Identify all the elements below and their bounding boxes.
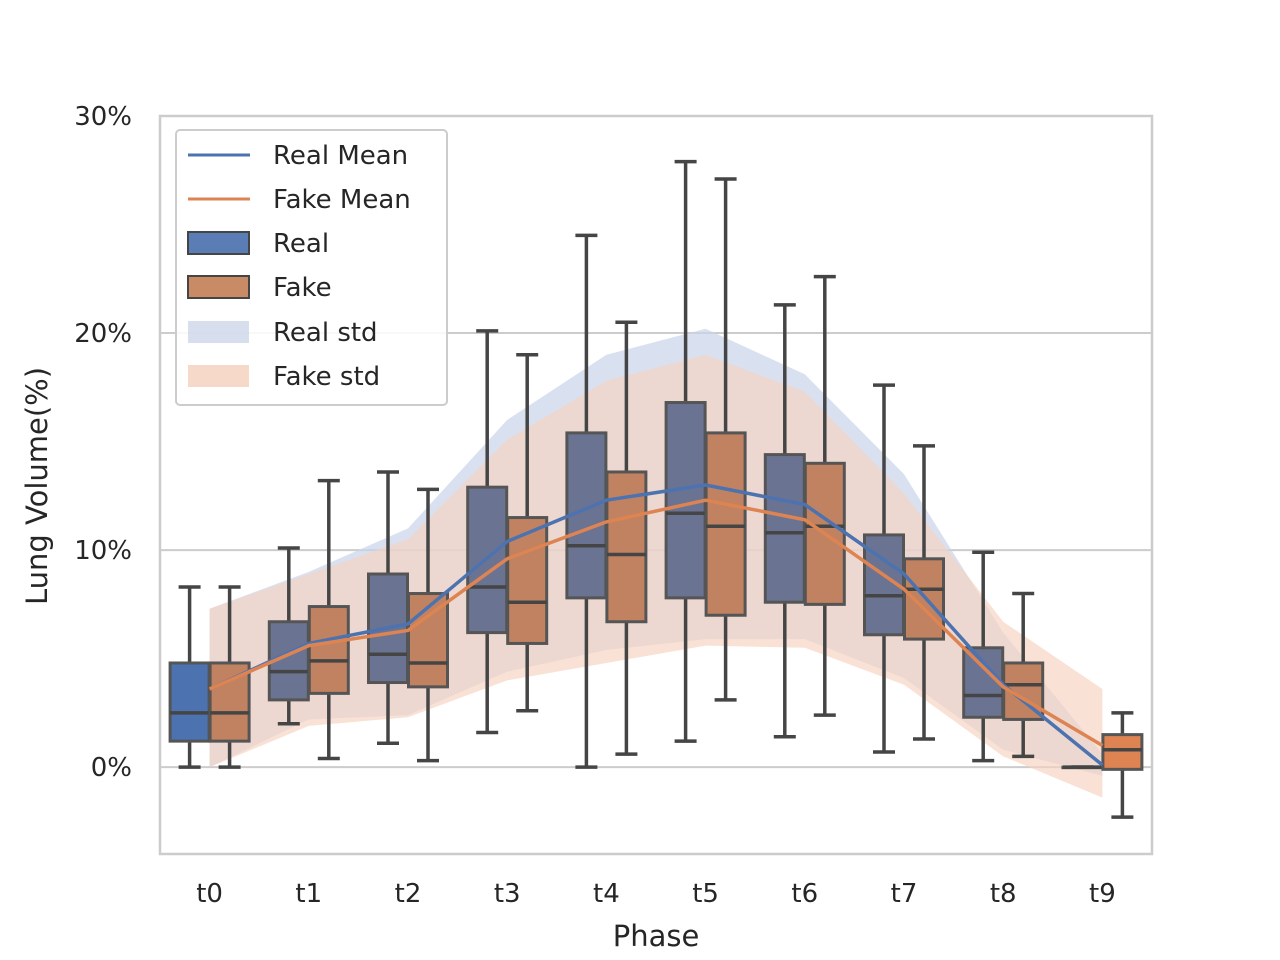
real-box-t6 <box>763 303 806 739</box>
box-body <box>307 605 350 695</box>
plot-frame <box>158 114 1154 856</box>
x-tick-label: t9 <box>1089 879 1116 909</box>
fake-box-t9 <box>1101 711 1144 819</box>
legend-real-std-swatch <box>188 321 249 343</box>
box-body <box>763 453 806 604</box>
x-tick-label: t1 <box>295 879 322 909</box>
real-box-t8 <box>962 550 1005 763</box>
mean-lines <box>208 483 1104 767</box>
y-tick-label: 10% <box>74 536 132 566</box>
real-box-t0 <box>168 585 211 769</box>
box-body <box>1101 733 1144 771</box>
legend-fake-mean-label: Fake Mean <box>273 185 411 215</box>
real-box-t1 <box>267 546 310 726</box>
fake-box-t1 <box>307 478 350 761</box>
legend-real-label: Real <box>273 229 329 259</box>
legend-real-swatch <box>187 231 250 255</box>
legend: Real Mean Fake Mean Real Fake Real std F… <box>175 129 448 406</box>
fake-box-t5 <box>704 177 747 702</box>
x-tick-label: t0 <box>196 879 223 909</box>
box-body <box>168 661 211 743</box>
box-series <box>168 159 1144 819</box>
fake-box-t4 <box>605 320 648 756</box>
y-tick-label: 30% <box>74 102 132 132</box>
box-body <box>903 557 945 641</box>
box-body <box>704 431 747 617</box>
x-axis-ticks: t0 t1 t2 t3 t4 t5 t6 t7 t8 t9 <box>196 879 1116 909</box>
legend-fake-std-swatch <box>188 365 249 387</box>
x-tick-label: t7 <box>891 879 918 909</box>
x-tick-label: t3 <box>494 879 521 909</box>
box-body <box>506 516 549 645</box>
real-box-t9 <box>1061 765 1104 770</box>
x-tick-label: t6 <box>791 879 818 909</box>
x-tick-label: t2 <box>395 879 422 909</box>
y-axis-ticks: 0% 10% 20% 30% <box>74 102 132 783</box>
legend-fake-std-label: Fake std <box>273 362 380 392</box>
legend-real-std-label: Real std <box>273 318 378 348</box>
y-tick-label: 20% <box>74 319 132 349</box>
legend-fake-swatch <box>187 275 250 299</box>
real-mean-line <box>208 483 1104 767</box>
box-body <box>605 470 648 624</box>
fake-box-t7 <box>903 444 945 741</box>
y-tick-label: 0% <box>91 753 132 783</box>
legend-fake-label: Fake <box>273 273 332 303</box>
x-tick-label: t4 <box>593 879 620 909</box>
fake-mean-line <box>208 498 1104 747</box>
x-tick-label: t8 <box>990 879 1017 909</box>
legend-real-mean-label: Real Mean <box>273 141 408 171</box>
x-axis-label: Phase <box>613 919 700 953</box>
x-tick-label: t5 <box>692 879 719 909</box>
y-axis-label: Lung Volume(%) <box>20 367 54 605</box>
